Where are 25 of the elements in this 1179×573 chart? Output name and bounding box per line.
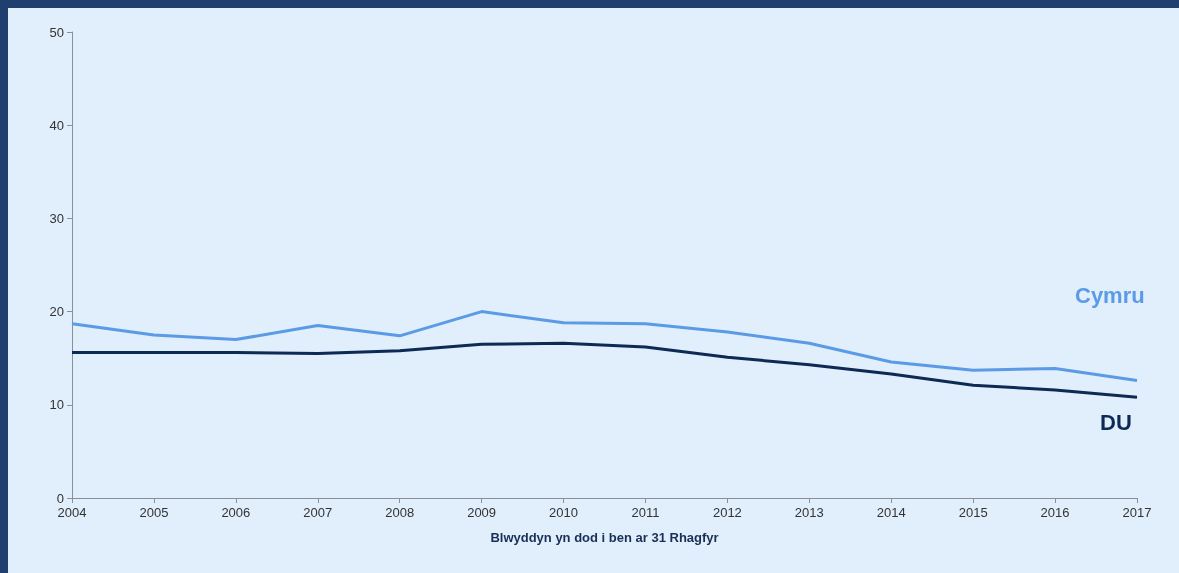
line-series [70, 310, 1139, 383]
text: Cymru [1075, 283, 1145, 309]
y-tick-label: 10 [49, 397, 64, 413]
x-tick-label: 2004 [57, 505, 87, 520]
x-tick-label: 2009 [467, 505, 497, 520]
x-tick-label: 2015 [958, 505, 988, 520]
y-tick-label: 30 [49, 210, 64, 226]
x-tick-label: 2005 [139, 505, 169, 520]
y-tick-label: 50 [49, 24, 64, 40]
series-label: DU [1100, 409, 1132, 435]
y-tick-label: 40 [49, 117, 64, 133]
y-tick-label: 0 [56, 490, 64, 506]
x-tick-label: 2016 [1040, 505, 1070, 520]
x-tick-label: 2012 [712, 505, 742, 520]
x-tick-label: 2007 [303, 505, 333, 520]
x-tick-label: 2014 [876, 505, 906, 520]
line-series [70, 341, 1139, 399]
x-tick-label: 2017 [1122, 505, 1152, 520]
x-tick-label: 2011 [631, 505, 660, 520]
x-tick-label: 2006 [221, 505, 251, 520]
x-tick-label: 2010 [549, 505, 578, 520]
x-tick-label: 2013 [794, 505, 824, 520]
x-axis-title: Blwyddyn yn dod i ben ar 31 Rhagfyr [490, 530, 719, 545]
y-tick-label: 20 [49, 304, 64, 320]
x-tick-label: 2008 [385, 505, 415, 520]
